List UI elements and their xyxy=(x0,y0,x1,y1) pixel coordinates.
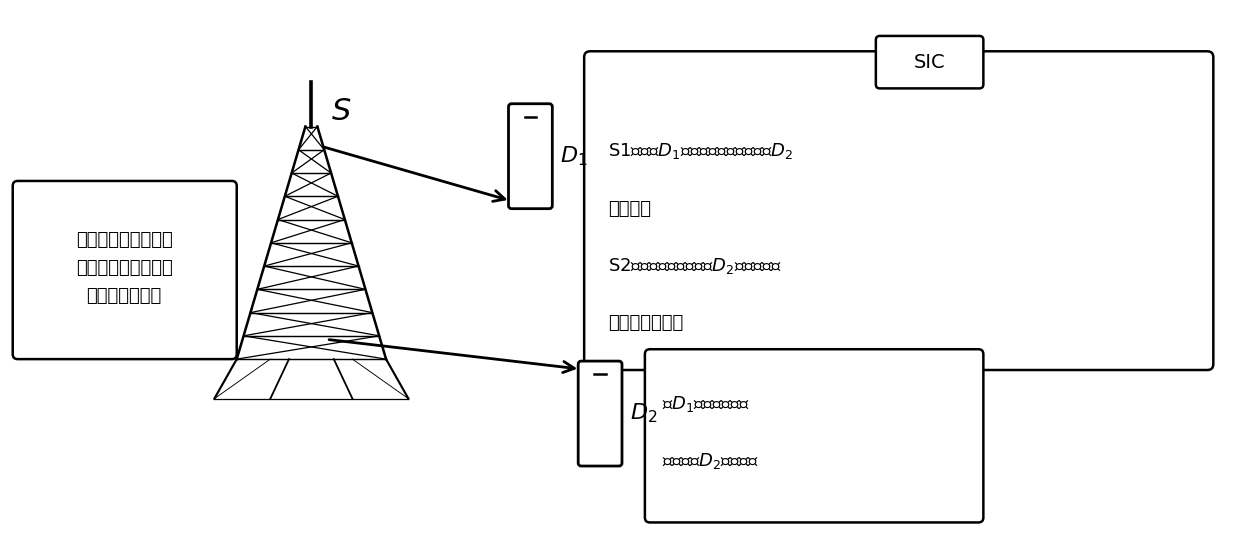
FancyBboxPatch shape xyxy=(578,361,622,466)
Text: $S$: $S$ xyxy=(331,97,351,126)
Text: 解出自己的信号: 解出自己的信号 xyxy=(608,315,683,333)
FancyBboxPatch shape xyxy=(875,36,983,89)
Text: 采用叠加编码，把两
个用户的信号同时、
同频叠加发送。: 采用叠加编码，把两 个用户的信号同时、 同频叠加发送。 xyxy=(76,231,172,305)
Text: 的信号。: 的信号。 xyxy=(608,200,651,218)
FancyBboxPatch shape xyxy=(584,51,1213,370)
Text: $D_1$: $D_1$ xyxy=(560,144,588,168)
Text: 将$D_1$的信号视为干: 将$D_1$的信号视为干 xyxy=(662,394,750,414)
FancyBboxPatch shape xyxy=(12,181,237,359)
Text: S2：从叠加信号中删除$D_2$的信号，再: S2：从叠加信号中删除$D_2$的信号，再 xyxy=(608,256,781,276)
FancyBboxPatch shape xyxy=(508,104,552,208)
Text: $D_2$: $D_2$ xyxy=(630,401,657,426)
Text: 扰，解出$D_2$的信号。: 扰，解出$D_2$的信号。 xyxy=(662,451,759,471)
Text: S1：先将$D_1$的信号视为干扰，解出$D_2$: S1：先将$D_1$的信号视为干扰，解出$D_2$ xyxy=(608,141,792,161)
Text: SIC: SIC xyxy=(914,53,945,72)
FancyBboxPatch shape xyxy=(645,349,983,522)
